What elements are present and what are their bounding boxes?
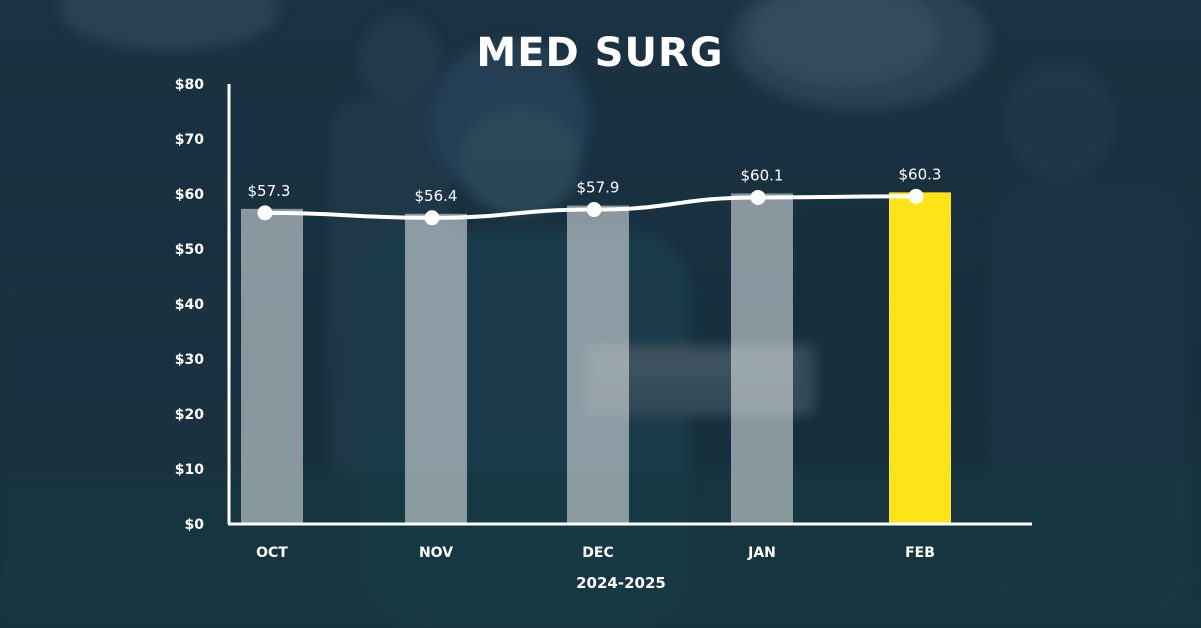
bar <box>731 193 793 524</box>
y-axis-ticks: $0 $10 $20 $30 $40 $50 $60 $70 $80 <box>175 77 204 533</box>
bar <box>567 205 629 525</box>
bar <box>405 213 467 525</box>
bars <box>241 192 951 525</box>
x-tick-label: OCT <box>256 545 288 561</box>
data-label: $60.3 <box>899 165 942 183</box>
x-tick-label: NOV <box>419 545 453 561</box>
data-labels: $57.3 $56.4 $57.9 $60.1 $60.3 <box>248 165 942 204</box>
y-tick-label: $20 <box>175 407 204 423</box>
line-marker <box>257 205 273 221</box>
line-marker <box>908 188 924 204</box>
data-label: $57.9 <box>577 179 620 197</box>
y-tick-label: $40 <box>175 297 204 313</box>
data-label: $57.3 <box>248 182 291 200</box>
chart-title: MED SURG <box>476 30 723 76</box>
y-tick-label: $0 <box>185 517 205 533</box>
y-tick-label: $70 <box>175 132 204 148</box>
data-label: $56.4 <box>415 187 458 205</box>
y-tick-label: $80 <box>175 77 204 93</box>
y-tick-label: $30 <box>175 352 204 368</box>
line-marker <box>586 202 602 218</box>
x-axis-ticks: OCT NOV DEC JAN FEB <box>256 545 935 561</box>
data-label: $60.1 <box>741 166 784 184</box>
y-tick-label: $10 <box>175 462 204 478</box>
y-tick-label: $50 <box>175 242 204 258</box>
bar <box>241 208 303 524</box>
x-tick-label: FEB <box>905 545 935 561</box>
trend-line-group <box>257 188 924 226</box>
bar-highlighted <box>889 192 951 524</box>
y-tick-label: $60 <box>175 187 204 203</box>
x-tick-label: JAN <box>747 545 776 561</box>
line-marker <box>424 210 440 226</box>
line-marker <box>750 189 766 205</box>
x-axis-label: 2024-2025 <box>576 574 666 592</box>
x-tick-label: DEC <box>582 545 613 561</box>
